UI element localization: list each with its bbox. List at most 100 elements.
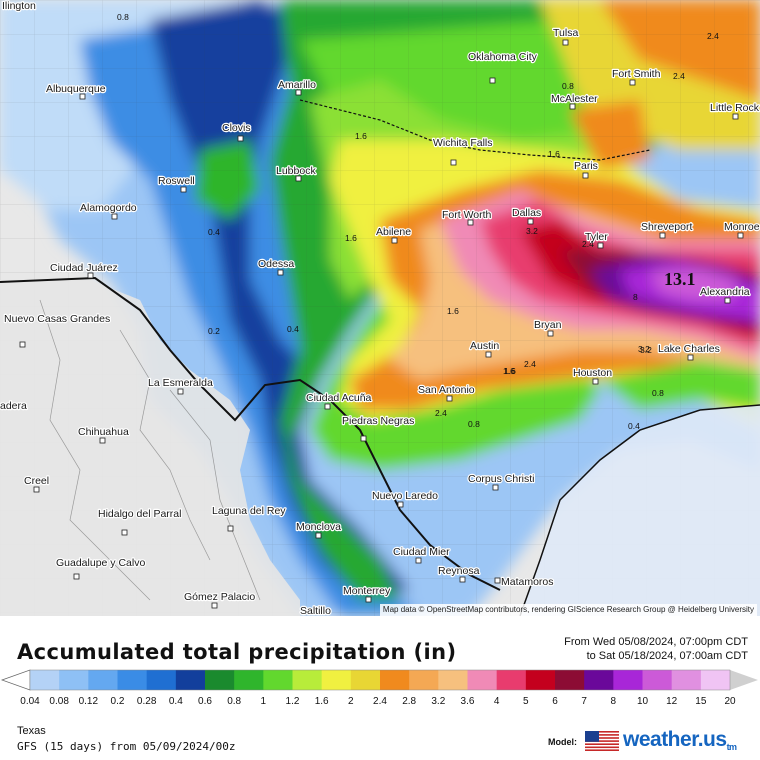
city-labels: Ilington Albuquerque Amarillo Clovis Lub… xyxy=(0,0,760,616)
value-label: 1.6 xyxy=(345,233,357,243)
legend-swatch xyxy=(525,670,556,690)
legend-swatch xyxy=(409,670,439,690)
legend-tick-label: 8 xyxy=(610,696,617,707)
brand-name: weather.us xyxy=(623,728,727,751)
city-label: Alamogordo xyxy=(80,202,137,214)
model-run-label: GFS (15 days) from 05/09/2024/00z xyxy=(17,740,236,753)
legend-swatch xyxy=(584,670,614,690)
value-label: 0.8 xyxy=(652,388,664,398)
city-label: Odessa xyxy=(258,258,294,270)
legend-swatch xyxy=(88,670,118,690)
city-label: Roswell xyxy=(158,175,195,187)
legend-swatch xyxy=(467,670,498,690)
value-label: 0.4 xyxy=(287,324,299,334)
city-label: Hidalgo del Parral xyxy=(98,508,181,520)
city-label: Oklahoma City xyxy=(468,51,538,63)
brand-suffix: tm xyxy=(726,742,738,752)
legend-swatch xyxy=(234,670,264,690)
city-label: Little Rock xyxy=(710,102,760,114)
city-label: Albuquerque xyxy=(46,83,106,95)
legend-swatch xyxy=(613,670,643,690)
legend-ticks: 0.04 0.08 0.12 0.2 0.28 0.4 0.6 0.8 1 1.2 1.6 2 2.4 2… xyxy=(0,696,760,710)
legend-tick-label: 2.8 xyxy=(402,696,417,707)
legend-tick-label: 0.28 xyxy=(136,696,157,707)
city-label: San Antonio xyxy=(418,384,475,396)
city-label: Clovis xyxy=(222,122,251,134)
page-title: Accumulated total precipitation (in) xyxy=(17,640,457,664)
value-label: 3.2 xyxy=(640,345,652,355)
value-label: 3.2 xyxy=(526,226,538,236)
period-from: From Wed 05/08/2024, 07:00pm CDT xyxy=(564,636,748,648)
legend-swatch xyxy=(642,670,673,690)
mexico-land xyxy=(0,280,300,616)
value-label: 1.6 xyxy=(548,149,560,159)
legend-swatch xyxy=(321,670,352,690)
value-label: 1.6 xyxy=(504,366,516,376)
city-label: Tulsa xyxy=(553,27,578,39)
value-label: 1.6 xyxy=(503,366,515,376)
legend-tick-label: 0.04 xyxy=(20,696,40,707)
legend-tick-label: 1 xyxy=(260,696,267,707)
legend-swatch xyxy=(380,670,410,690)
legend-swatch xyxy=(146,670,177,690)
value-label: 0.4 xyxy=(628,421,640,431)
legend-tick-label: 5 xyxy=(523,696,529,707)
city-label: adera xyxy=(0,400,27,412)
legend-tick-label: 10 xyxy=(636,696,649,707)
value-label: 0.8 xyxy=(117,12,129,22)
model-label: Model: xyxy=(548,737,577,747)
legend-swatch xyxy=(263,670,293,690)
weather-us-logo[interactable]: weather.ustm xyxy=(623,728,737,752)
color-legend xyxy=(0,669,758,691)
value-label: 0.4 xyxy=(208,227,220,237)
city-label: Lake Charles xyxy=(658,343,720,355)
city-label: Monclova xyxy=(296,521,341,533)
value-label: 0.8 xyxy=(468,419,480,429)
legend-arrow-high xyxy=(730,670,758,690)
legend-tick-label: 0.6 xyxy=(198,696,212,707)
period-to: to Sat 05/18/2024, 07:00am CDT xyxy=(586,650,748,662)
value-label: 2.4 xyxy=(582,239,594,249)
legend-swatch xyxy=(205,670,235,690)
value-label: 3.2 xyxy=(638,344,650,354)
city-label: Corpus Christi xyxy=(468,473,535,485)
city-label: Gómez Palacio xyxy=(184,591,255,603)
legend-swatch xyxy=(175,670,206,690)
value-label: 2.4 xyxy=(524,359,536,369)
legend-tick-label: 0.08 xyxy=(49,696,69,707)
max-value-label: 13.1 xyxy=(664,269,696,289)
city-label: Monterrey xyxy=(343,585,391,597)
legend-swatch xyxy=(292,670,323,690)
city-label: Fort Worth xyxy=(442,209,492,221)
city-label: Houston xyxy=(573,367,612,379)
legend-tick-label: 2.4 xyxy=(373,696,387,707)
legend-arrow-low xyxy=(0,669,31,691)
city-label: Bryan xyxy=(534,319,562,331)
precipitation-map[interactable]: Ilington Albuquerque Amarillo Clovis Lub… xyxy=(0,0,760,616)
map-attribution[interactable]: Map data © OpenStreetMap contributors, r… xyxy=(379,604,757,616)
gulf-water xyxy=(520,405,760,616)
city-label: Monroe xyxy=(724,221,760,233)
legend-swatch xyxy=(671,670,702,690)
time-period: From Wed 05/08/2024, 07:00pm CDT to Sat … xyxy=(564,635,748,663)
us-mexico-border xyxy=(0,276,501,591)
city-label: Ciudad Mier xyxy=(393,546,450,558)
legend-tick-label: 20 xyxy=(724,696,736,707)
value-label: 1.6 xyxy=(355,131,367,141)
city-label: Dallas xyxy=(512,207,541,219)
city-label: Abilene xyxy=(376,226,411,238)
value-label: 8 xyxy=(633,292,638,302)
city-label: Matamoros xyxy=(501,576,554,588)
legend-tick-label: 2 xyxy=(348,696,354,707)
city-label: Piedras Negras xyxy=(342,415,414,427)
legend-swatch xyxy=(117,670,148,690)
legend-tick-label: 0.8 xyxy=(227,696,242,707)
city-label: Ciudad Juárez xyxy=(50,262,118,274)
legend-swatch xyxy=(350,670,381,690)
legend-tick-label: 4 xyxy=(493,696,500,707)
city-label: Chihuahua xyxy=(78,426,129,438)
city-label: Saltillo xyxy=(300,605,331,616)
legend-tick-label: 1.2 xyxy=(285,696,300,707)
city-label: Amarillo xyxy=(278,79,316,91)
legend-tick-label: 7 xyxy=(581,696,587,707)
